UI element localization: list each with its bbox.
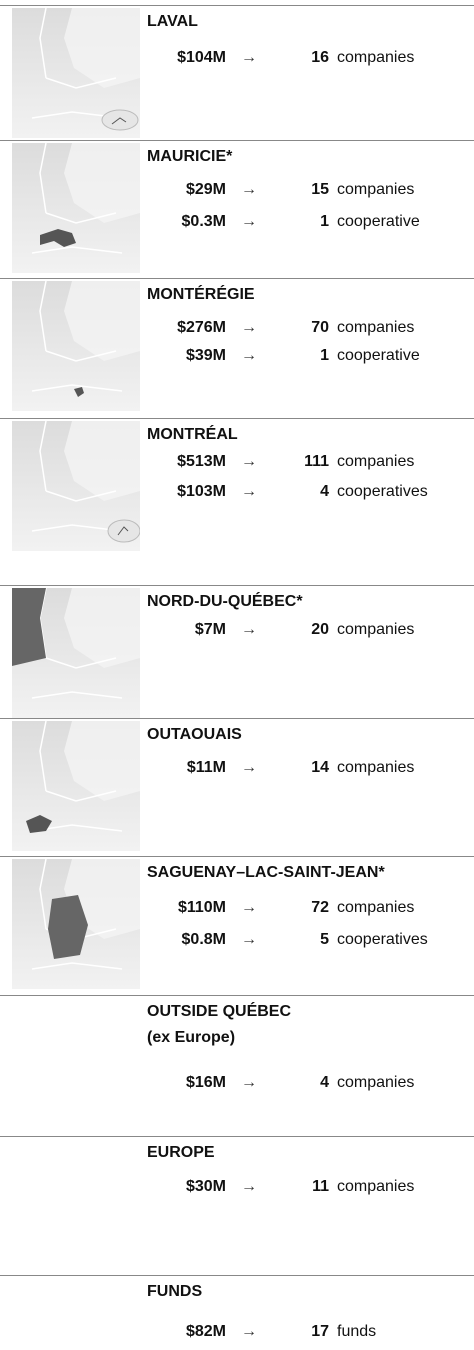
section-title: EUROPE — [147, 1144, 215, 1161]
count: 20 — [311, 621, 329, 638]
arrow: → — [241, 759, 257, 776]
unit: companies — [337, 181, 415, 198]
amount: $39M — [185, 347, 226, 364]
count: 15 — [311, 181, 329, 198]
count: 1 — [320, 213, 329, 230]
region-map — [12, 143, 140, 273]
unit: companies — [337, 1178, 415, 1195]
region-map — [12, 859, 140, 989]
amount: $11M — [186, 759, 226, 776]
region-map — [12, 281, 140, 411]
count: 4 — [320, 1074, 329, 1091]
unit: companies — [337, 759, 415, 776]
unit: cooperatives — [337, 483, 428, 500]
arrow: → — [241, 181, 257, 198]
unit: companies — [337, 899, 415, 916]
section-title: OUTSIDE QUÉBEC — [147, 1003, 292, 1020]
arrow: → — [241, 347, 257, 364]
region-map — [12, 8, 140, 138]
unit: companies — [337, 319, 415, 336]
amount: $82M — [185, 1323, 226, 1340]
divider — [0, 418, 474, 419]
count: 16 — [311, 49, 329, 66]
section-subtitle: (ex Europe) — [147, 1029, 236, 1046]
amount: $30M — [185, 1178, 226, 1195]
region-map — [12, 721, 140, 851]
amount: $16M — [185, 1074, 226, 1091]
count: 111 — [304, 453, 329, 470]
arrow: → — [241, 319, 257, 336]
count: 1 — [320, 347, 329, 364]
count: 14 — [311, 759, 329, 776]
divider — [0, 585, 474, 586]
divider — [0, 278, 474, 279]
unit: companies — [337, 49, 415, 66]
unit: cooperative — [337, 347, 420, 364]
arrow: → — [241, 621, 257, 638]
count: 70 — [311, 319, 329, 336]
amount: $7M — [194, 621, 226, 638]
divider — [0, 856, 474, 857]
count: 4 — [320, 483, 329, 500]
unit: cooperatives — [337, 931, 428, 948]
count: 5 — [320, 931, 329, 948]
section-title: MONTÉRÉGIE — [147, 286, 255, 303]
section-title: MONTRÉAL — [147, 426, 238, 443]
unit: companies — [337, 621, 415, 638]
count: 17 — [311, 1323, 329, 1340]
unit: companies — [337, 1074, 415, 1091]
section-title: LAVAL — [147, 13, 198, 30]
amount: $110M — [177, 899, 226, 916]
divider — [0, 718, 474, 719]
arrow: → — [241, 899, 257, 916]
amount: $103M — [177, 483, 226, 500]
amount: $0.3M — [181, 213, 226, 230]
section-title: SAGUENAY–LAC-SAINT-JEAN* — [147, 864, 385, 881]
divider — [0, 1136, 474, 1137]
region-map — [12, 421, 140, 551]
count: 11 — [312, 1178, 329, 1195]
divider — [0, 995, 474, 996]
arrow: → — [241, 1178, 257, 1195]
unit: funds — [337, 1323, 377, 1340]
arrow: → — [241, 453, 257, 470]
section-title: OUTAOUAIS — [147, 726, 242, 743]
arrow: → — [241, 49, 257, 66]
arrow: → — [241, 483, 257, 500]
arrow: → — [241, 1074, 257, 1091]
section-title: FUNDS — [147, 1283, 203, 1300]
amount: $29M — [185, 181, 226, 198]
arrow: → — [241, 1323, 257, 1340]
unit: cooperative — [337, 213, 420, 230]
divider — [0, 140, 474, 141]
arrow: → — [241, 931, 257, 948]
region-map — [12, 588, 140, 718]
amount: $513M — [177, 453, 226, 470]
amount: $104M — [177, 49, 226, 66]
unit: companies — [337, 453, 415, 470]
amount: $0.8M — [181, 931, 226, 948]
divider — [0, 5, 474, 6]
arrow: → — [241, 213, 257, 230]
section-title: MAURICIE* — [147, 148, 233, 165]
count: 72 — [311, 899, 329, 916]
amount: $276M — [177, 319, 226, 336]
divider — [0, 1275, 474, 1276]
section-title: NORD-DU-QUÉBEC* — [147, 593, 303, 610]
